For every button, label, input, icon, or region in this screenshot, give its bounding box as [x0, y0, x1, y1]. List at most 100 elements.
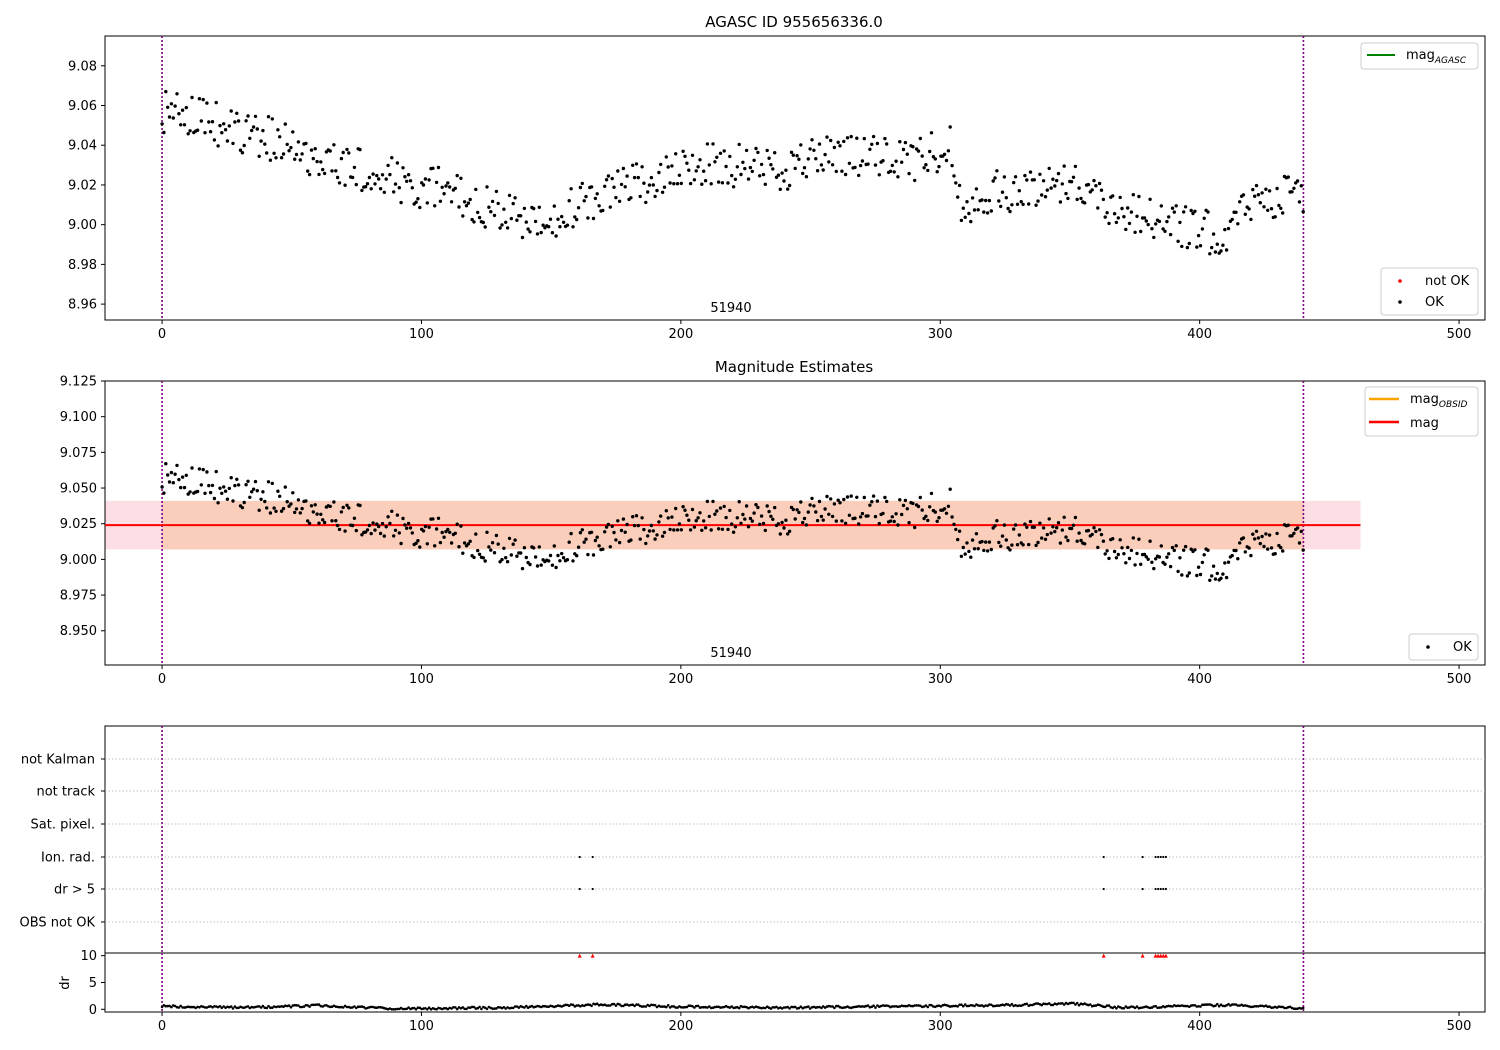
- panel-flags-frame: [104, 725, 1486, 954]
- dr-point: [1279, 1005, 1283, 1009]
- dr-point: [730, 1005, 733, 1008]
- agasc-ok-point: [315, 159, 319, 164]
- magnitude-ok-point: [948, 487, 952, 491]
- agasc-ok-point: [999, 204, 1003, 209]
- magnitude-ok-point: [1176, 569, 1180, 574]
- agasc-ok-point: [505, 226, 510, 230]
- agasc-ok-point: [485, 185, 489, 189]
- magnitude-ok-point: [1118, 538, 1122, 542]
- magnitude-ok-point: [250, 490, 254, 494]
- dr-point: [926, 1005, 930, 1009]
- magnitude-ok-point: [567, 540, 571, 544]
- agasc-ok-point: [750, 169, 754, 174]
- dr-point: [661, 1005, 664, 1008]
- magnitude-ok-point: [967, 549, 971, 554]
- panel-magnitude-x-axis: 0 100 200 300 400 500: [158, 665, 1471, 687]
- dr-point: [476, 1006, 480, 1010]
- agasc-xtick-label: 400: [1187, 327, 1212, 342]
- agasc-ok-point: [1105, 211, 1109, 215]
- dr-point: [168, 1004, 171, 1008]
- magnitude-ok-point: [231, 499, 235, 503]
- agasc-ok-point: [576, 206, 581, 210]
- magnitude-ok-point: [866, 514, 870, 518]
- agasc-ok-point: [1045, 188, 1050, 192]
- magnitude-ok-point: [223, 489, 228, 493]
- legend-mag-agasc-label: mag: [1406, 48, 1435, 63]
- agasc-ok-point: [1176, 239, 1180, 243]
- panel-dr-x-axis: 0 100 200 300 400 500: [158, 1012, 1471, 1034]
- dr-xtick-label: 300: [928, 1019, 953, 1034]
- agasc-ok-point: [309, 148, 314, 152]
- agasc-ok-point: [490, 199, 495, 204]
- agasc-ok-point: [754, 146, 758, 151]
- agasc-ok-point: [238, 148, 243, 152]
- agasc-ok-point: [1075, 197, 1079, 202]
- magnitude-ok-point: [819, 514, 824, 519]
- magnitude-ok-point: [365, 528, 370, 532]
- magnitude-ok-point: [272, 506, 276, 510]
- agasc-ok-point: [431, 166, 435, 170]
- dr-xtick-label: 200: [668, 1019, 693, 1034]
- magnitude-ok-point: [1148, 539, 1152, 543]
- magnitude-ok-point: [748, 516, 753, 521]
- agasc-ok-point: [548, 217, 553, 221]
- agasc-ok-point: [235, 111, 239, 116]
- dr-point: [478, 1005, 481, 1009]
- dr-point: [229, 1005, 233, 1008]
- agasc-ok-point: [1116, 216, 1121, 220]
- agasc-ok-point: [294, 152, 299, 157]
- agasc-ok-point: [1107, 221, 1111, 226]
- agasc-ok-point: [776, 173, 781, 177]
- magnitude-ok-point: [248, 495, 252, 499]
- agasc-ok-point: [1269, 207, 1274, 211]
- flag-row-label: Ion. rad.: [41, 851, 95, 866]
- magnitude-ok-point: [871, 494, 876, 498]
- magnitude-ok-point: [950, 515, 954, 519]
- agasc-ok-point: [1238, 200, 1242, 204]
- magnitude-ok-point: [1133, 563, 1137, 567]
- magnitude-ok-point: [1260, 534, 1264, 539]
- magnitude-ok-point: [494, 533, 499, 538]
- dr-point: [261, 1004, 265, 1008]
- agasc-ok-point: [1167, 215, 1171, 219]
- magnitude-ok-point: [705, 499, 710, 504]
- legend-magnitude-ok-label: OK: [1453, 640, 1472, 655]
- agasc-ok-point: [535, 232, 540, 236]
- agasc-ok-point: [306, 169, 310, 173]
- magnitude-ok-point: [1012, 527, 1016, 531]
- agasc-ok-point: [1000, 190, 1005, 194]
- magnitude-ok-point: [1230, 553, 1234, 558]
- magnitude-ok-point: [180, 475, 185, 479]
- agasc-ytick-label: 9.04: [68, 139, 97, 154]
- magnitude-ok-point: [431, 517, 435, 521]
- magnitude-ok-point: [1219, 576, 1223, 580]
- agasc-ok-point: [741, 160, 745, 164]
- agasc-ok-point: [552, 204, 556, 208]
- dr-point: [411, 1006, 414, 1010]
- magnitude-xtick-label: 200: [668, 672, 693, 687]
- magnitude-ok-point: [830, 514, 835, 519]
- agasc-ok-point: [571, 225, 575, 229]
- agasc-ok-point: [1279, 206, 1283, 210]
- agasc-ok-point: [1182, 210, 1186, 214]
- magnitude-ok-point: [625, 522, 629, 527]
- dr-point: [1219, 1003, 1223, 1006]
- dr-point: [685, 1005, 689, 1009]
- dr-point: [715, 1005, 719, 1009]
- magnitude-ok-point: [337, 527, 342, 532]
- agasc-ok-point: [250, 128, 254, 133]
- dr-point: [517, 1006, 521, 1009]
- dr-point: [693, 1006, 696, 1009]
- dr-point: [255, 1005, 259, 1008]
- agasc-ok-point: [733, 177, 738, 181]
- agasc-ok-point: [539, 230, 543, 235]
- agasc-ok-point: [634, 162, 639, 166]
- magnitude-ok-point: [522, 546, 527, 550]
- magnitude-ok-point: [283, 485, 287, 489]
- agasc-ok-point: [167, 115, 172, 119]
- agasc-ok-point: [1103, 215, 1107, 219]
- magnitude-ok-point: [1021, 543, 1025, 547]
- magnitude-ok-point: [1144, 555, 1149, 559]
- dr-point: [523, 1006, 526, 1009]
- magnitude-ok-point: [860, 511, 865, 516]
